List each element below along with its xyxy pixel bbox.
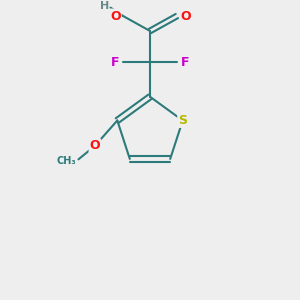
Text: O: O [90,140,100,152]
Text: F: F [181,56,189,69]
Text: H: H [100,1,109,11]
Text: S: S [178,114,187,127]
Text: O: O [181,10,191,22]
Text: CH₃: CH₃ [56,156,76,166]
Text: O: O [110,10,121,22]
Text: F: F [111,56,119,69]
